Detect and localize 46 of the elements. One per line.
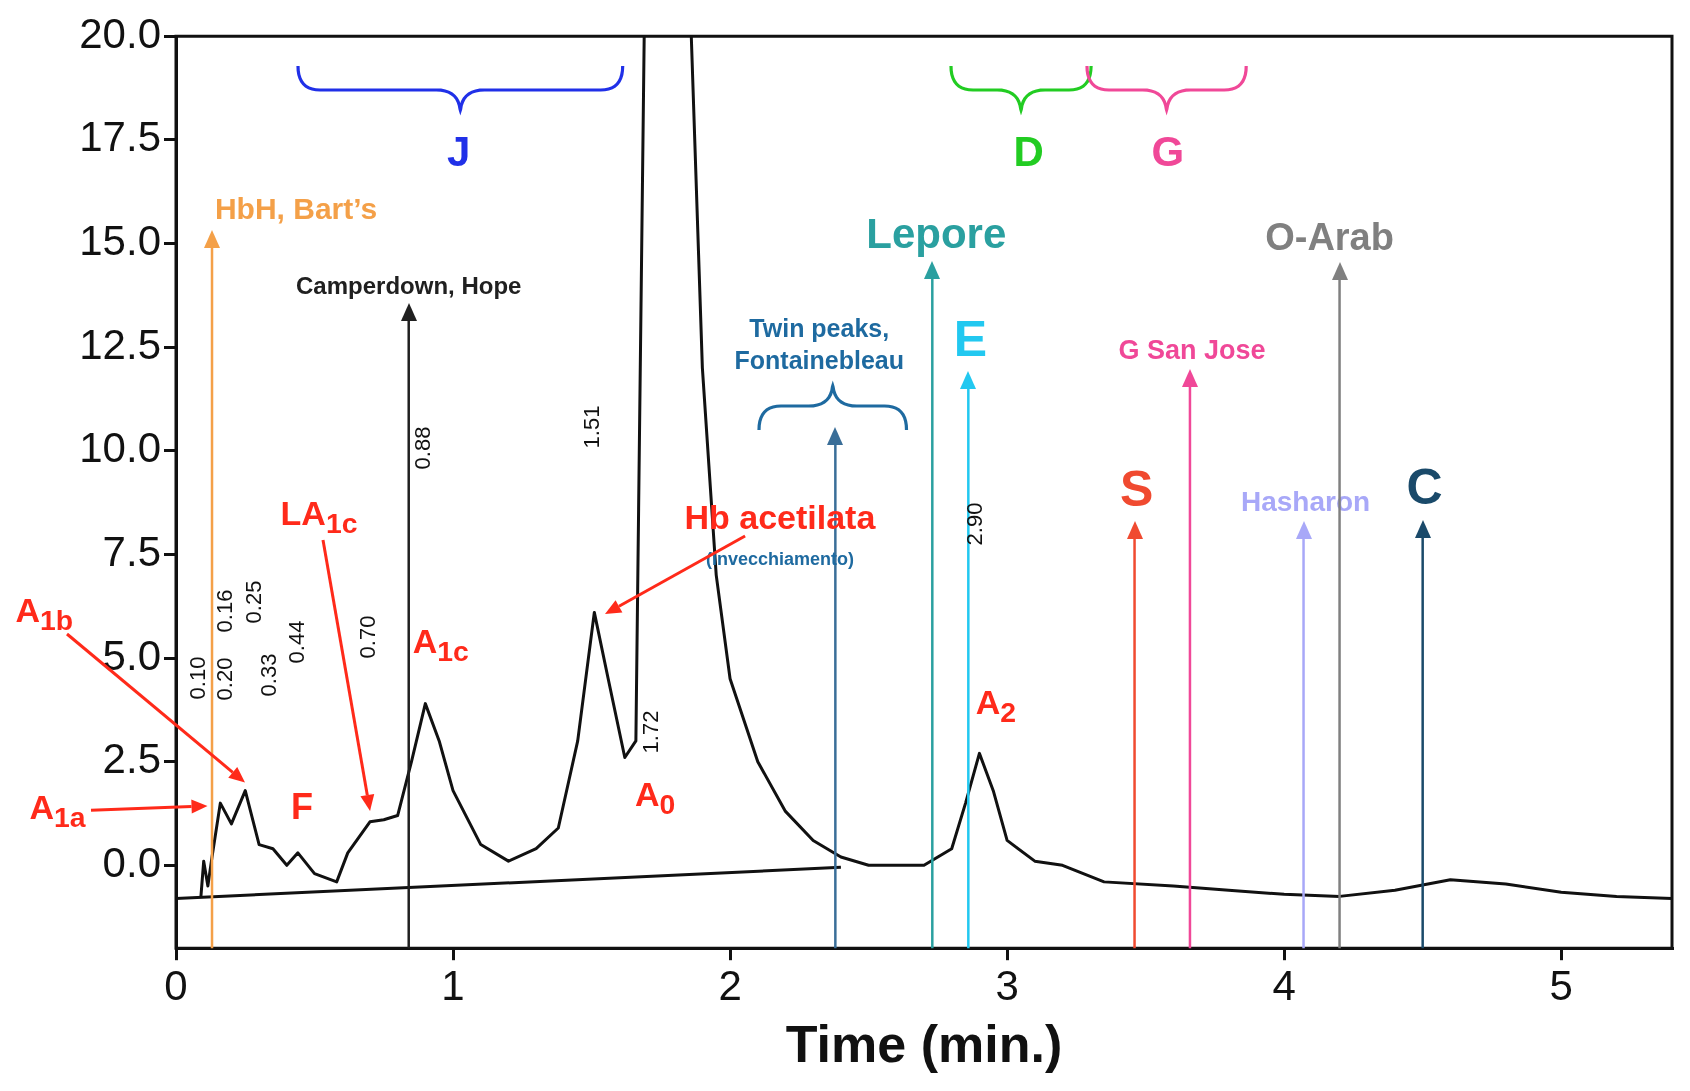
x-tick-label: 1	[441, 961, 465, 1009]
ref-line-label: G San Jose	[1118, 335, 1266, 366]
annotation: A$_{2}$	[975, 682, 1016, 730]
annotation: A$_{0}$	[634, 774, 676, 822]
annotation: 0.16	[212, 589, 238, 633]
y-tick-label: 0.0	[102, 838, 161, 886]
annotation: 0.25	[240, 580, 266, 624]
annotation: Twin peaks, Fontainebleau	[733, 313, 905, 376]
y-tick-label: 12.5	[79, 320, 161, 368]
ref-line-label: O-Arab	[1265, 215, 1394, 258]
annotation: 1.51	[579, 406, 605, 449]
annotation: 0.44	[283, 620, 309, 664]
text: A$_{1b}$	[15, 590, 74, 639]
y-tick-label: 15.0	[79, 217, 161, 265]
annotation: G	[1151, 126, 1185, 177]
annotation: J	[447, 126, 471, 177]
annotation: F	[290, 784, 313, 829]
y-tick-label: 7.5	[102, 527, 161, 575]
x-tick-label: 4	[1272, 961, 1296, 1009]
ref-line-label: HbH, Bart’s	[214, 191, 378, 225]
annotation: 0.20	[212, 657, 238, 701]
ref-line-label: C	[1406, 459, 1443, 516]
y-tick-label: 20.0	[79, 9, 161, 57]
annotation: 2.90	[962, 502, 988, 546]
x-tick-label: 0	[164, 961, 188, 1009]
annotation: D	[1013, 126, 1044, 177]
annotation: 0.88	[409, 427, 435, 470]
ref-line-label: Camperdown, Hope	[296, 272, 522, 300]
x-tick-label: 5	[1549, 961, 1573, 1009]
y-tick-label: 2.5	[102, 735, 161, 783]
annotation: 0.10	[185, 656, 211, 700]
y-tick-label: 5.0	[102, 631, 161, 679]
annotation: 0.33	[255, 653, 281, 697]
y-tick-label: 10.0	[79, 424, 161, 472]
y-tick-label: 17.5	[79, 113, 161, 161]
x-tick-label: 3	[995, 961, 1019, 1009]
x-axis-title: Time (min.)	[785, 1015, 1063, 1074]
ref-line-label: E	[953, 310, 988, 367]
ref-line-label: S	[1119, 461, 1154, 518]
x-tick-label: 2	[718, 961, 742, 1009]
ref-line-label: Lepore	[866, 210, 1007, 258]
annotation: 1.72	[637, 710, 663, 754]
annotation: 0.70	[355, 615, 381, 659]
text: A$_{1a}$	[29, 787, 86, 836]
annotation: A$_{1c}$	[412, 621, 469, 670]
annotation: LA$_{1c}$	[280, 493, 358, 541]
